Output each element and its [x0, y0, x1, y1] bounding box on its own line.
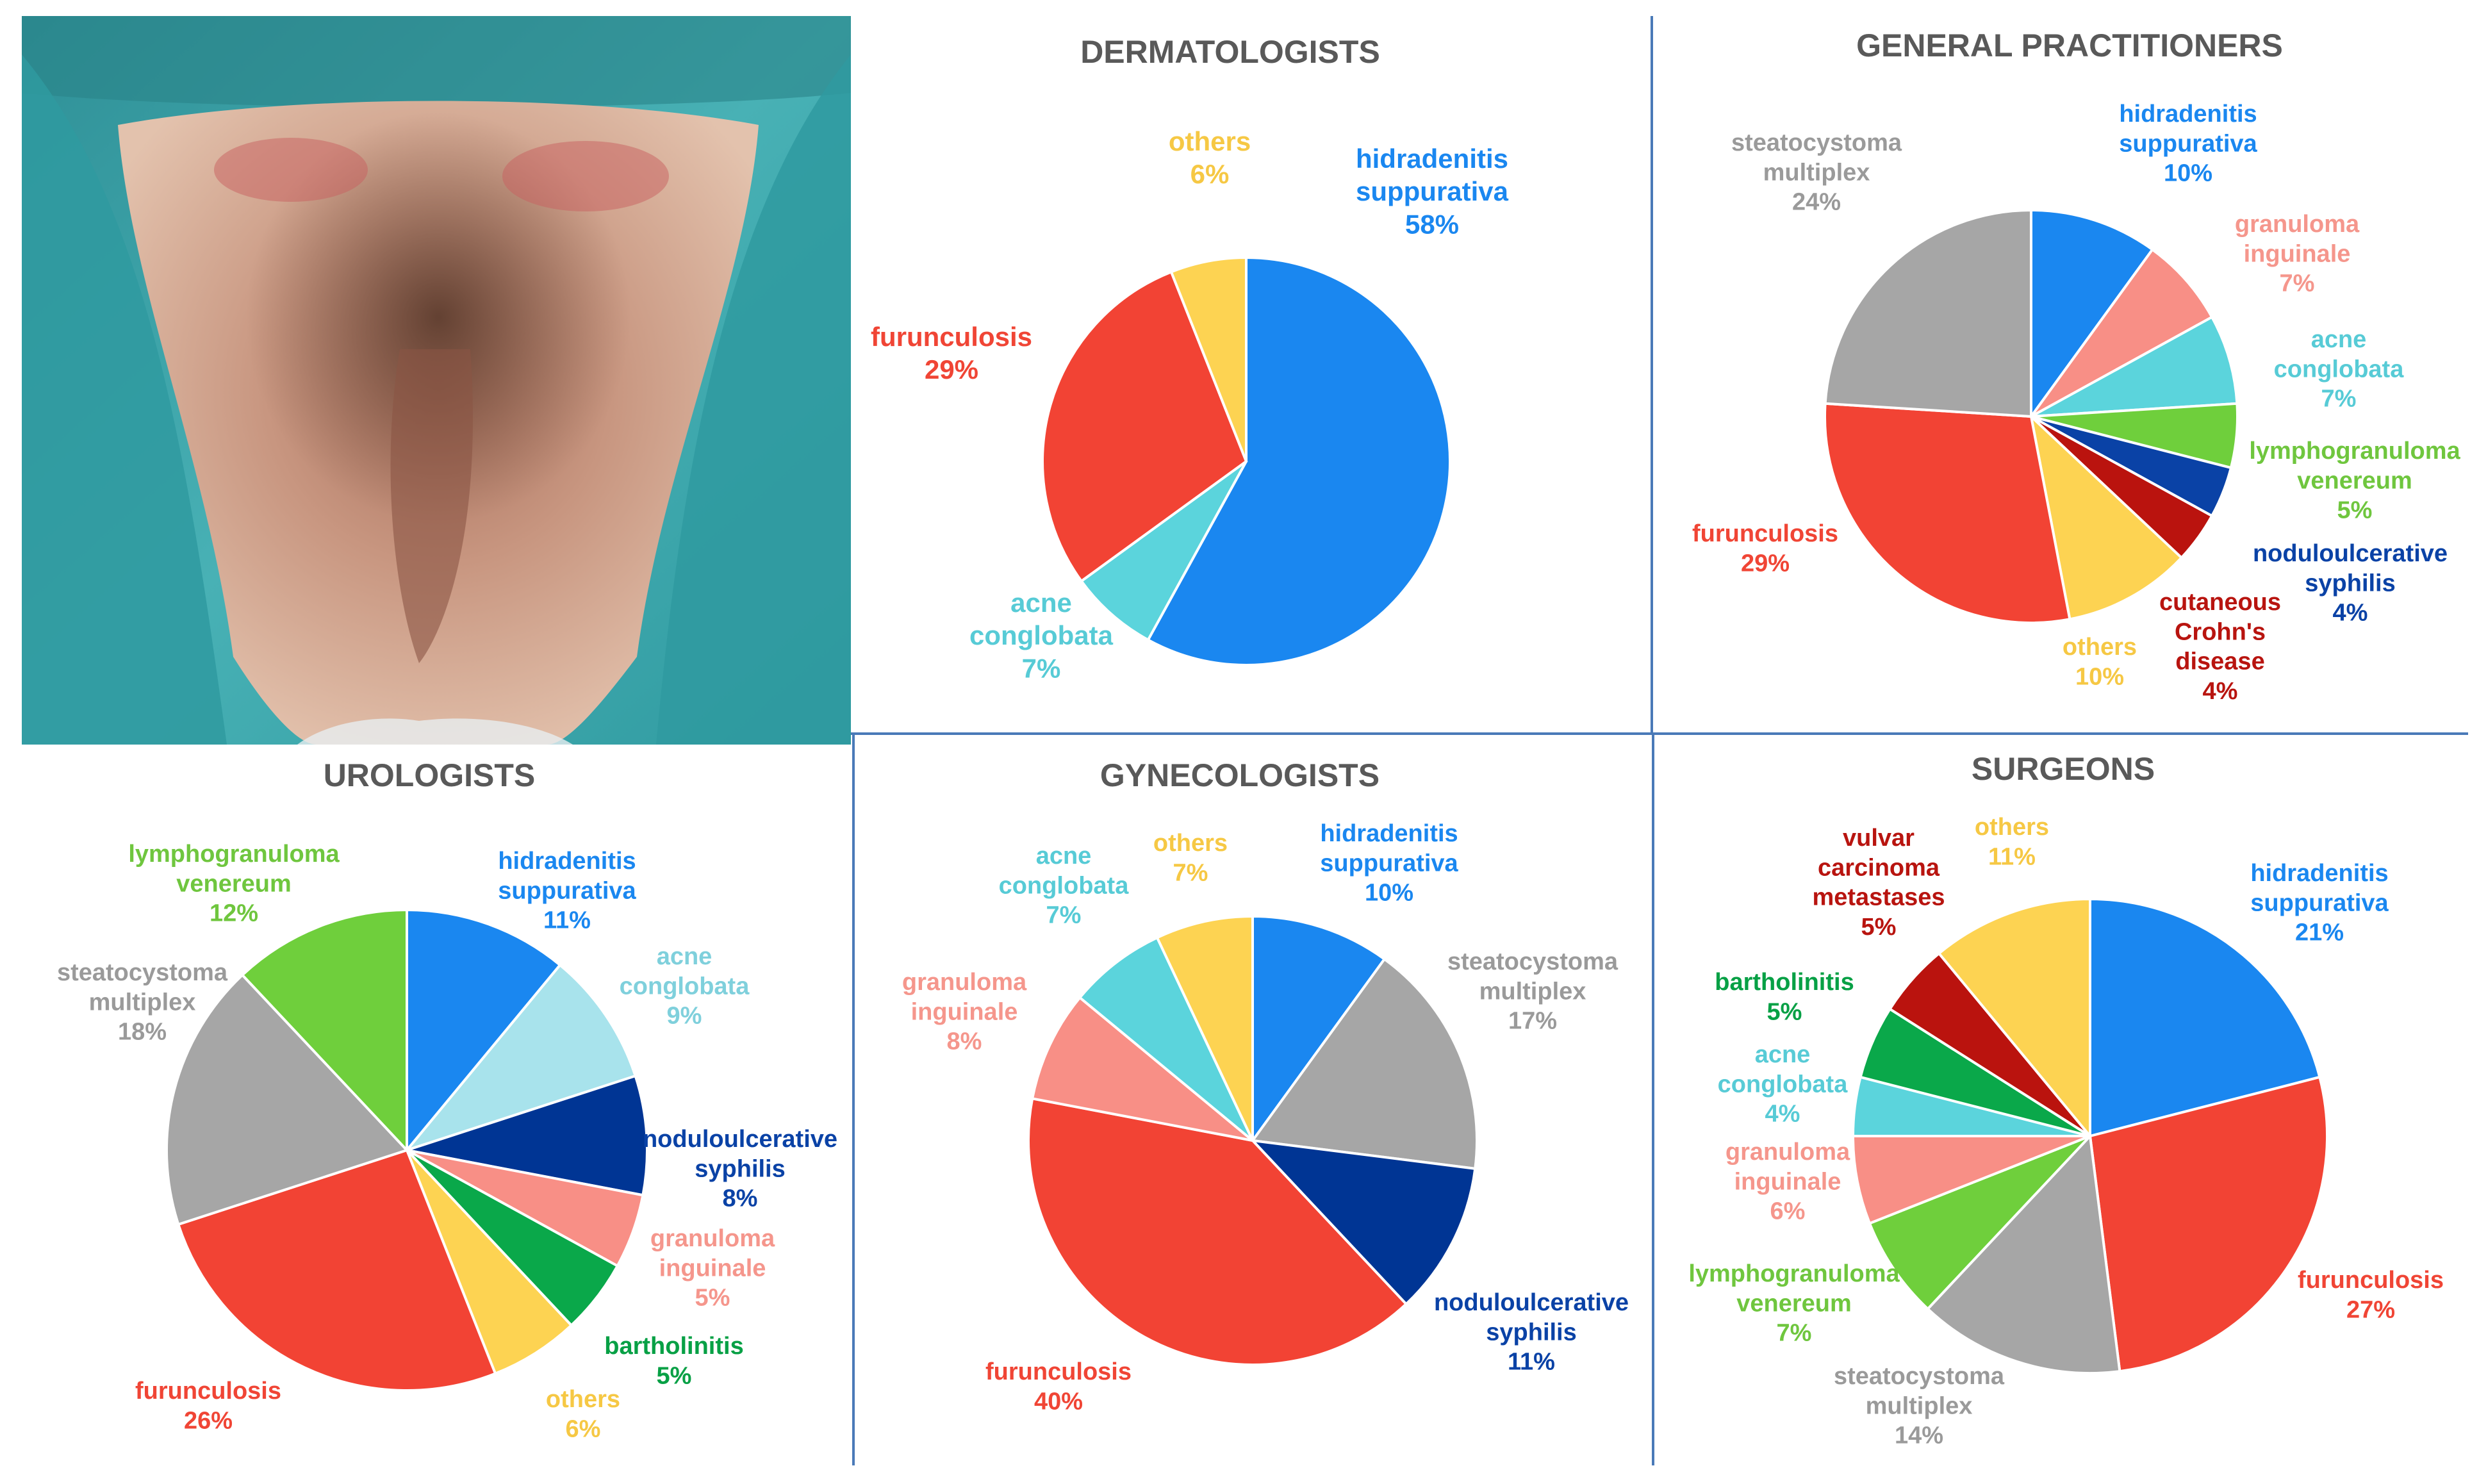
slice-label: granuloma inguinale 7% — [2235, 211, 2360, 297]
chart-title: DERMATOLOGISTS — [1080, 34, 1380, 70]
slice-label: cutaneous Crohn's disease 4% — [2159, 589, 2281, 705]
pie-slice-hidradenitis-suppurativa — [406, 908, 562, 1154]
pie-slice-noduloulcerative-syphilis — [1249, 1139, 1477, 1306]
pie-slice-acne-conglobata — [1079, 460, 1248, 642]
pie-slice-steatocystoma-multiplex — [165, 973, 409, 1226]
slice-label: hidradenitis suppurativa 10% — [1320, 820, 1458, 907]
slice-label: granuloma inguinale 8% — [902, 969, 1027, 1055]
divider-vertical-bottom-right — [1652, 735, 1654, 1465]
pie-slice-furunculosis — [2088, 1075, 2329, 1373]
slice-label: noduloulcerative syphilis 11% — [1434, 1289, 1629, 1376]
pie-slice-furunculosis — [1824, 402, 2071, 624]
pie-slice-others — [1169, 256, 1248, 462]
slice-label: hidradenitis suppurativa 58% — [1356, 144, 1509, 239]
slice-label: steatocystoma multiplex 17% — [1447, 948, 1618, 1035]
pie-slice-hidradenitis-suppurativa — [2089, 897, 2321, 1138]
slice-label: steatocystoma multiplex 18% — [57, 959, 228, 1046]
pie-slice-others — [406, 1149, 573, 1376]
pie-slice-others — [1155, 914, 1254, 1141]
pie-chart-general-practitioners: GENERAL PRACTITIONERS hidradenitis suppura… — [1692, 28, 2461, 705]
slice-label: hidradenitis suppurativa 21% — [2250, 860, 2389, 946]
slice-label: furunculosis 29% — [1692, 520, 1838, 577]
pie-slice-acne-conglobata — [2030, 315, 2239, 418]
slice-label: steatocystoma multiplex 24% — [1731, 129, 1902, 216]
pie-slice-others — [2029, 413, 2184, 621]
slice-label: granuloma inguinale 6% — [1725, 1139, 1850, 1225]
clinical-photo — [22, 16, 851, 745]
slice-label: others 10% — [2063, 634, 2137, 690]
divider-vertical-bottom-left — [852, 735, 855, 1465]
divider-horizontal — [851, 732, 2468, 735]
slice-label: others 6% — [1169, 126, 1251, 189]
slice-label: steatocystoma multiplex 14% — [1834, 1363, 2005, 1449]
pie-slice-granuloma-inguinale — [1851, 1135, 2091, 1225]
clinical-photo-illustration — [22, 16, 851, 745]
pie-slice-others — [1937, 897, 2091, 1140]
pie-slice-steatocystoma-multiplex — [1925, 1133, 2121, 1374]
slice-label: others 7% — [1153, 830, 1228, 886]
slice-label: acne conglobata 7% — [2274, 326, 2405, 413]
slice-label: furunculosis 29% — [871, 322, 1032, 384]
slice-label: acne conglobata 7% — [969, 588, 1114, 683]
slice-label: vulvar carcinoma metastases 5% — [1812, 825, 1945, 941]
slice-label: furunculosis 27% — [2298, 1267, 2444, 1323]
slice-label: noduloulcerative syphilis 8% — [643, 1126, 837, 1212]
pie-slice-acne-conglobata — [403, 963, 638, 1153]
pie-slice-lymphogranuloma-venereum — [1868, 1135, 2091, 1311]
pie-slice-lymphogranuloma-venereum — [240, 908, 408, 1154]
slice-label: acne conglobata 9% — [620, 943, 750, 1030]
slice-label: hidradenitis suppurativa 11% — [498, 848, 636, 934]
chart-title: GYNECOLOGISTS — [1100, 757, 1380, 793]
slice-label: furunculosis 26% — [135, 1378, 281, 1434]
slice-label: granuloma inguinale 5% — [650, 1225, 775, 1312]
slice-label: lymphogranuloma venereum 5% — [2249, 438, 2460, 524]
pie-slice-furunculosis — [1041, 270, 1248, 583]
pie-slice-steatocystoma-multiplex — [1824, 208, 2032, 418]
slice-label: noduloulcerative syphilis 4% — [2253, 540, 2448, 627]
chart-title: SURGEONS — [1972, 751, 2155, 787]
pie-chart-urologists: UROLOGISTS hidradenitis suppurativa 11% acne… — [57, 757, 837, 1442]
pie-chart-dermatologists: DERMATOLOGISTS hidradenitis suppurativa 58%… — [871, 34, 1509, 683]
chart-title: GENERAL PRACTITIONERS — [1856, 28, 2283, 63]
slice-label: others 6% — [546, 1386, 620, 1442]
pie-slice-hidradenitis-suppurativa — [1146, 256, 1451, 666]
divider-vertical-right-top — [1651, 16, 1653, 734]
slice-label: lymphogranuloma venereum 7% — [1688, 1260, 1900, 1347]
pie-slice-furunculosis — [1027, 1097, 1408, 1366]
pie-chart-surgeons: SURGEONS hidradenitis suppurativa 21% furunc… — [1688, 751, 2444, 1449]
slice-label: bartholinitis 5% — [604, 1333, 743, 1389]
slice-label: others 11% — [1975, 814, 2049, 870]
pie-slice-furunculosis — [176, 1148, 497, 1392]
pie-slice-noduloulcerative-syphilis — [406, 1074, 648, 1197]
pie-slice-hidradenitis-suppurativa — [1251, 914, 1387, 1145]
chart-title: UROLOGISTS — [324, 757, 536, 793]
slice-label: hidradenitis suppurativa 10% — [2119, 101, 2257, 187]
pie-slice-steatocystoma-multiplex — [1250, 957, 1478, 1171]
slice-label: acne conglobata 7% — [999, 843, 1130, 929]
slice-label: lymphogranuloma venereum 12% — [128, 841, 340, 927]
pie-slice-hidradenitis-suppurativa — [2030, 208, 2155, 421]
pie-slice-granuloma-inguinale — [1030, 996, 1254, 1142]
slice-label: acne conglobata 4% — [1718, 1041, 1849, 1128]
pie-slice-granuloma-inguinale — [2030, 247, 2214, 418]
slice-label: bartholinitis 5% — [1715, 969, 1854, 1025]
pie-chart-gynecologists: GYNECOLOGISTS hidradenitis suppurativa 10% s… — [902, 757, 1629, 1415]
slice-label: furunculosis 40% — [985, 1358, 1132, 1415]
pie-slice-acne-conglobata — [1078, 936, 1254, 1142]
